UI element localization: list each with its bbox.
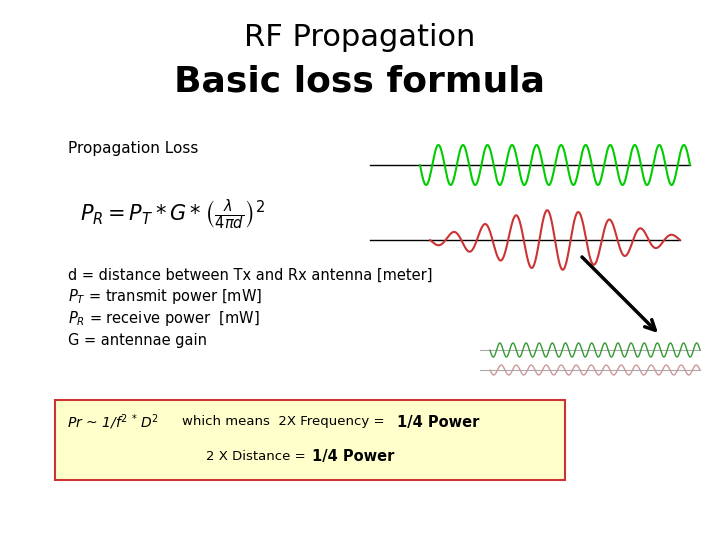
Text: Pr ~ 1/f$^{2}$ $^{*}$ D$^{2}$: Pr ~ 1/f$^{2}$ $^{*}$ D$^{2}$ [67, 412, 159, 432]
Text: $\mathit{P_R = P_T * G * \left(\frac{\lambda}{4\pi d}\right)^2}$: $\mathit{P_R = P_T * G * \left(\frac{\la… [80, 198, 265, 232]
FancyBboxPatch shape [55, 400, 565, 480]
Text: $P_R$ = receive power  [mW]: $P_R$ = receive power [mW] [68, 309, 260, 328]
Text: $P_T$ = transmit power [mW]: $P_T$ = transmit power [mW] [68, 287, 262, 307]
Text: Propagation Loss: Propagation Loss [68, 140, 199, 156]
Text: which means  2X Frequency =: which means 2X Frequency = [182, 415, 389, 429]
Text: 1/4 Power: 1/4 Power [397, 415, 480, 429]
Text: 2 X Distance =: 2 X Distance = [206, 449, 310, 462]
Text: RF Propagation: RF Propagation [244, 24, 476, 52]
Text: G = antennae gain: G = antennae gain [68, 334, 207, 348]
Text: Basic loss formula: Basic loss formula [174, 65, 546, 99]
Text: d = distance between Tx and Rx antenna [meter]: d = distance between Tx and Rx antenna [… [68, 267, 433, 282]
Text: 1/4 Power: 1/4 Power [312, 449, 395, 463]
